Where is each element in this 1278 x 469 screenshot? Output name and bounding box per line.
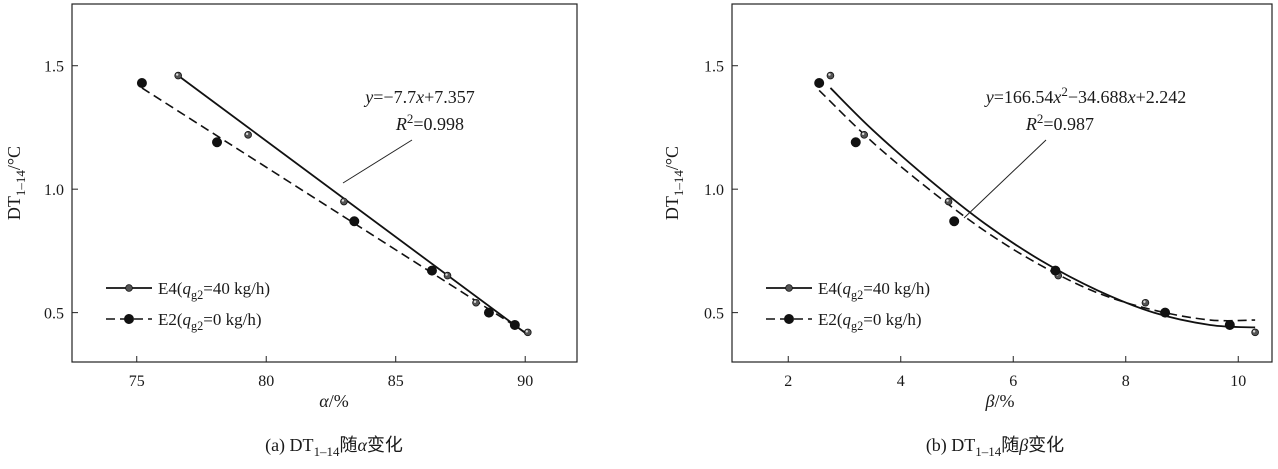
data-point-series-1 xyxy=(443,271,452,280)
data-point-series-2 xyxy=(1224,319,1235,330)
plot-frame xyxy=(731,3,1273,363)
legend-label-series-2: E2(qg2=0 kg/h) xyxy=(158,310,262,333)
y-axis-label: DT1–14/°C xyxy=(4,146,28,220)
fit-line-series-1 xyxy=(829,87,1256,329)
y-tick-label: 1.5 xyxy=(44,59,64,76)
fit-line-series-2 xyxy=(141,87,526,334)
y-tick-label: 0.5 xyxy=(44,306,64,323)
panel-caption: (a) DT1–14随α变化 xyxy=(265,435,403,459)
legend-marker-series-1 xyxy=(125,284,133,292)
panel-b: 2 4 6 8 10 0.5 1.0 1.5 β/% DT1–14/°C y=166.54x2−34… xyxy=(662,3,1273,459)
data-point-series-2 xyxy=(1050,265,1061,276)
y-tick-label: 1.0 xyxy=(44,182,64,199)
data-point-series-1 xyxy=(340,197,348,206)
data-point-series-2 xyxy=(212,137,223,148)
fit-line-series-2 xyxy=(818,89,1256,322)
data-point-highlight xyxy=(861,132,865,136)
legend-label-series-1: E4(qg2=40 kg/h) xyxy=(158,279,270,302)
data-point-series-1 xyxy=(944,197,953,206)
x-tick-label: 90 xyxy=(517,373,533,390)
data-point-series-2 xyxy=(349,216,360,227)
fit-equation: y=166.54x2−34.688x+2.242 xyxy=(984,84,1186,107)
legend-marker-series-1 xyxy=(785,284,793,292)
data-point-series-2 xyxy=(483,307,494,318)
r-squared: R2=0.987 xyxy=(1025,111,1094,134)
data-point-series-2 xyxy=(136,78,147,89)
plot-frame xyxy=(71,3,578,363)
data-point-series-1 xyxy=(860,131,868,139)
x-tick-label: 2 xyxy=(784,373,792,390)
data-point-series-2 xyxy=(814,78,825,89)
x-axis-label: β/% xyxy=(985,391,1015,411)
data-point-highlight xyxy=(1252,330,1256,333)
y-axis-label: DT1–14/°C xyxy=(662,146,686,220)
data-point-series-2 xyxy=(426,265,437,276)
data-point-series-1 xyxy=(174,71,182,80)
fit-line-series-1 xyxy=(177,74,529,336)
data-point-series-1 xyxy=(826,71,835,80)
legend: E4(qg2=40 kg/h) E2(qg2=0 kg/h) xyxy=(766,279,930,333)
data-point-highlight xyxy=(1143,300,1146,303)
legend-marker-series-2 xyxy=(784,313,795,324)
legend-label-series-1: E4(qg2=40 kg/h) xyxy=(818,279,930,302)
x-tick-label: 6 xyxy=(1009,373,1017,390)
data-point-highlight xyxy=(525,330,528,333)
x-tick-label: 80 xyxy=(258,373,274,390)
y-tick-label: 0.5 xyxy=(704,306,724,323)
data-point-series-2 xyxy=(1160,307,1171,318)
data-point-series-1 xyxy=(472,298,480,307)
data-point-series-2 xyxy=(850,137,861,148)
x-tick-label: 8 xyxy=(1122,373,1130,390)
data-point-series-2 xyxy=(949,216,960,227)
data-point-highlight xyxy=(245,132,249,136)
annotation-leader-line xyxy=(963,139,1047,219)
data-point-series-1 xyxy=(244,131,252,139)
legend-label-series-2: E2(qg2=0 kg/h) xyxy=(818,310,922,333)
x-tick-label: 4 xyxy=(897,373,905,390)
x-tick-label: 85 xyxy=(388,373,404,390)
data-point-series-2 xyxy=(509,319,520,330)
panel-caption: (b) DT1–14随β变化 xyxy=(926,435,1064,459)
data-point-highlight xyxy=(473,300,477,303)
data-point-highlight xyxy=(445,273,448,276)
data-point-series-1 xyxy=(1141,298,1150,307)
legend: E4(qg2=40 kg/h) E2(qg2=0 kg/h) xyxy=(106,279,270,333)
data-point-series-1 xyxy=(1251,328,1259,337)
data-point-highlight xyxy=(946,199,949,202)
data-point-highlight xyxy=(341,199,345,202)
legend-marker-series-2 xyxy=(124,313,135,324)
x-tick-label: 10 xyxy=(1230,373,1246,390)
annotation-leader-line xyxy=(342,139,413,184)
data-point-highlight xyxy=(175,73,179,76)
x-axis-label: α/% xyxy=(319,391,348,411)
x-tick-label: 75 xyxy=(129,373,145,390)
fit-equation: y=−7.7x+7.357 xyxy=(363,87,474,107)
r-squared: R2=0.998 xyxy=(395,111,464,134)
data-point-highlight xyxy=(828,73,831,76)
panel-a: 75 80 85 90 0.5 1.0 1.5 α/% DT1–14/°C y=−7.7x+7.3… xyxy=(4,3,578,459)
y-tick-label: 1.0 xyxy=(704,182,724,199)
data-point-series-1 xyxy=(523,328,532,337)
y-tick-label: 1.5 xyxy=(704,59,724,76)
